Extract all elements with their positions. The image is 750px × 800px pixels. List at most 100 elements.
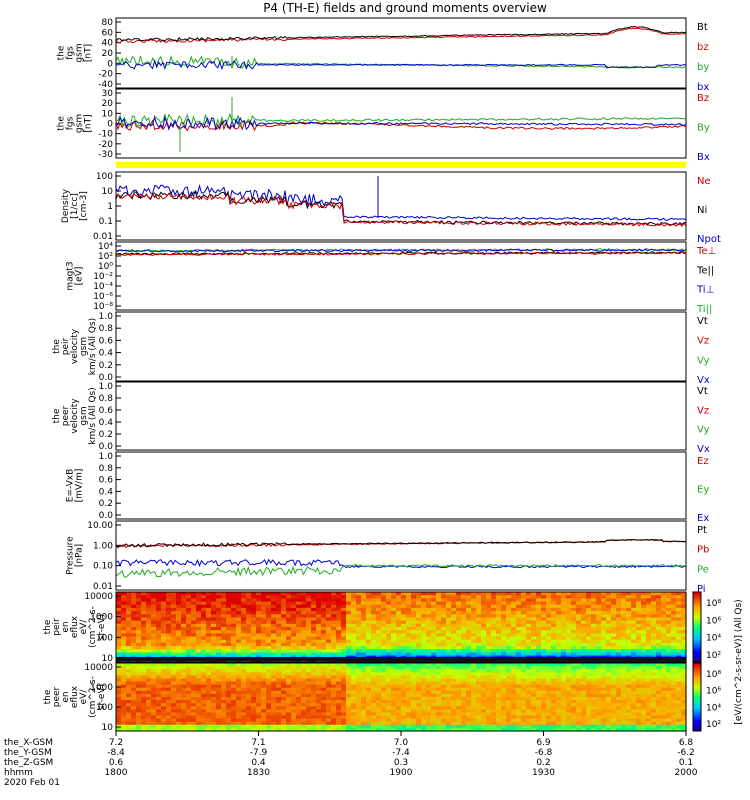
spectrogram-cell (306, 675, 312, 680)
spectrogram-cell (261, 718, 267, 723)
spectrogram-cell (271, 598, 277, 603)
spectrogram-cell (301, 669, 307, 673)
spectrogram-cell (406, 672, 412, 676)
spectrogram-cell (271, 690, 277, 695)
spectrogram-cell (511, 681, 517, 686)
spectrogram-cell (241, 627, 247, 631)
spectrogram-cell (431, 718, 437, 723)
spectrogram-cell (441, 681, 447, 686)
spectrogram-cell (456, 633, 462, 638)
spectrogram-cell (181, 642, 187, 647)
spectrogram-cell (436, 623, 442, 628)
spectrogram-cell (271, 607, 277, 612)
spectrogram-cell (501, 718, 507, 723)
spectrogram-cell (436, 684, 442, 689)
spectrogram-cell (391, 614, 397, 619)
spectrogram-cell (426, 678, 432, 683)
spectrogram-cell (221, 727, 227, 732)
spectrogram-cell (311, 649, 317, 654)
spectrogram-cell (561, 604, 567, 609)
spectrogram-cell (501, 598, 507, 603)
spectrogram-cell (646, 652, 652, 657)
panel-frame (115, 17, 687, 89)
spectrogram-cell (276, 627, 282, 631)
spectrogram-cell (481, 675, 487, 680)
spectrogram-cell (396, 727, 402, 732)
spectrogram-cell (221, 712, 227, 717)
spectrogram-cell (191, 727, 197, 732)
spectrogram-cell (486, 706, 492, 710)
spectrogram-cell (606, 649, 612, 654)
spectrogram-cell (401, 595, 407, 599)
spectrogram-cell (286, 639, 292, 644)
spectrogram-cell (311, 693, 317, 698)
spectrogram-cell (366, 617, 372, 622)
spectrogram-cell (556, 592, 562, 596)
spectrogram-cell (226, 663, 232, 667)
spectrogram-cell (236, 690, 242, 695)
spectrogram-cell (456, 687, 462, 692)
spectrogram-cell (646, 620, 652, 625)
spectrogram-cell (536, 607, 542, 612)
spectrogram-cell (341, 712, 347, 717)
spectrogram-cell (221, 706, 227, 710)
spectrogram-cell (231, 703, 237, 707)
panel-frame (115, 381, 687, 451)
spectrogram-cell (206, 611, 212, 615)
spectrogram-cell (456, 627, 462, 631)
spectrogram-cell (561, 712, 567, 717)
spectrogram-cell (121, 684, 127, 689)
spectrogram-cell (216, 607, 222, 612)
spectrogram-cell (391, 598, 397, 603)
y-tick-label: 0.2 (99, 361, 113, 371)
spectrogram-cell (176, 598, 182, 603)
spectrogram-cell (191, 620, 197, 625)
spectrogram-cell (611, 663, 617, 667)
spectrogram-cell (521, 627, 527, 631)
spectrogram-cell (291, 663, 297, 667)
spectrogram-cell (561, 663, 567, 667)
spectrogram-cell (496, 592, 502, 596)
spectrogram-cell (146, 614, 152, 619)
spectrogram-cell (446, 642, 452, 647)
spectrogram-cell (491, 604, 497, 609)
spectrogram-cell (426, 681, 432, 686)
spectrogram-cell (501, 633, 507, 638)
spectrogram-cell (586, 607, 592, 612)
spectrogram-cell (156, 592, 162, 596)
spectrogram-cell (441, 614, 447, 619)
spectrogram-cell (656, 601, 662, 606)
spectrogram-cell (161, 690, 167, 695)
spectrogram-cell (441, 709, 447, 714)
spectrogram-cell (191, 601, 197, 606)
spectrogram-cell (416, 601, 422, 606)
spectrogram-cell (326, 678, 332, 683)
spectrogram-cell (376, 614, 382, 619)
spectrogram-cell (156, 649, 162, 654)
spectrogram-cell (171, 607, 177, 612)
spectrogram-cell (371, 611, 377, 615)
spectrogram-cell (511, 690, 517, 695)
spectrogram-cell (356, 715, 362, 720)
spectrogram-cell (501, 595, 507, 599)
spectrogram-cell (471, 715, 477, 720)
spectrogram-cell (451, 709, 457, 714)
spectrogram-cell (476, 617, 482, 622)
spectrogram-cell (576, 697, 582, 701)
spectrogram-cell (181, 715, 187, 720)
spectrogram-cell (376, 646, 382, 650)
spectrogram-cell (446, 617, 452, 622)
spectrogram-cell (366, 623, 372, 628)
spectrogram-cell (511, 669, 517, 673)
spectrogram-cell (406, 681, 412, 686)
spectrogram-cell (211, 712, 217, 717)
spectrogram-cell (401, 712, 407, 717)
spectrogram-cell (361, 652, 367, 657)
spectrogram-cell (411, 630, 417, 634)
spectrogram-cell (336, 617, 342, 622)
spectrogram-cell (596, 598, 602, 603)
spectrogram-cell (496, 607, 502, 612)
spectrogram-cell (366, 669, 372, 673)
spectrogram-cell (446, 604, 452, 609)
spectrogram-cell (616, 630, 622, 634)
